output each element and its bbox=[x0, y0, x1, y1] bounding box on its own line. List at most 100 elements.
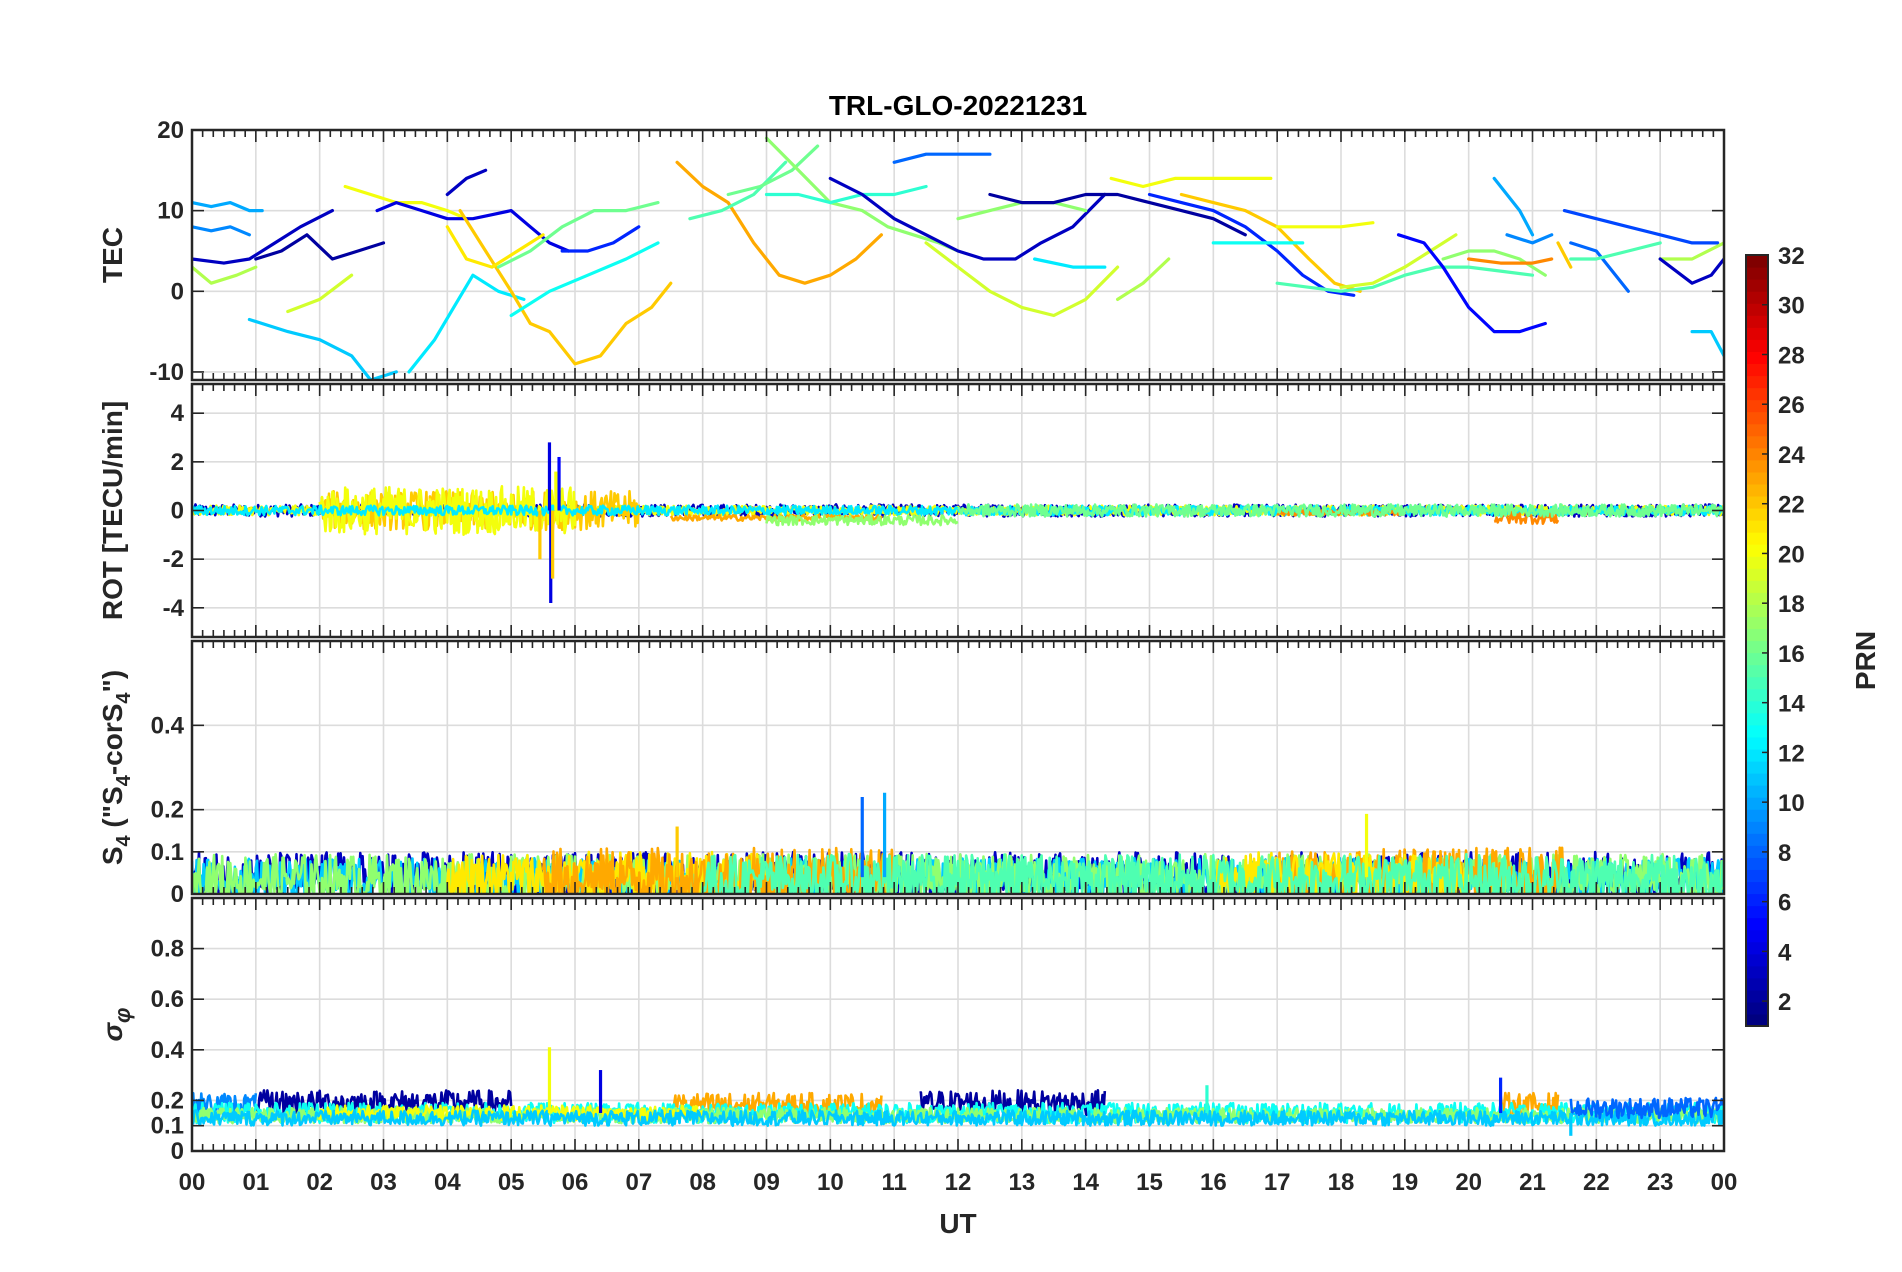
colorbar-segment bbox=[1746, 315, 1768, 328]
x-tick-label: 22 bbox=[1583, 1169, 1610, 1196]
colorbar-segment bbox=[1746, 977, 1768, 991]
series-line-prn-9 bbox=[192, 225, 251, 237]
colorbar-segment bbox=[1746, 375, 1768, 389]
colorbar-segment bbox=[1746, 604, 1768, 618]
colorbar-tick-label: 14 bbox=[1778, 691, 1805, 718]
colorbar-segment bbox=[1746, 664, 1768, 678]
series-line-prn-15 bbox=[1569, 241, 1662, 261]
colorbar-segment bbox=[1746, 773, 1768, 786]
series-line-prn-8 bbox=[1569, 241, 1630, 293]
series-line-prn-13 bbox=[509, 241, 660, 318]
x-tick-label: 09 bbox=[753, 1169, 780, 1196]
colorbar-tick-label: 10 bbox=[1778, 790, 1805, 817]
y-tick-label: -2 bbox=[163, 546, 184, 573]
colorbar-segment bbox=[1746, 809, 1768, 822]
colorbar-tick-label: 32 bbox=[1778, 243, 1805, 270]
colorbar-segment bbox=[1746, 712, 1768, 726]
colorbar-segment bbox=[1746, 411, 1768, 425]
colorbar-segment bbox=[1746, 905, 1768, 919]
colorbar-tick-label: 16 bbox=[1778, 641, 1805, 668]
series-line-prn-6 bbox=[560, 225, 641, 253]
x-tick-label: 23 bbox=[1647, 1169, 1674, 1196]
colorbar-segment bbox=[1746, 399, 1768, 413]
series-line-prn-15 bbox=[1275, 265, 1535, 293]
panel-tec-data bbox=[192, 136, 1724, 380]
x-tick-label: 02 bbox=[306, 1169, 333, 1196]
colorbar-segment bbox=[1746, 965, 1768, 979]
y-tick-label: -4 bbox=[163, 595, 185, 622]
colorbar-segment bbox=[1746, 507, 1768, 521]
x-tick-label: 06 bbox=[562, 1169, 589, 1196]
y-tick-label: 0.1 bbox=[151, 839, 184, 866]
colorbar-segment bbox=[1746, 556, 1768, 569]
series-line-prn-7 bbox=[1562, 209, 1720, 245]
colorbar-segment bbox=[1746, 568, 1768, 581]
series-line-prn-21 bbox=[445, 225, 545, 269]
colorbar-segment bbox=[1746, 833, 1768, 846]
colorbar-segment bbox=[1746, 495, 1768, 509]
colorbar-segment bbox=[1746, 520, 1768, 533]
x-axis: 00 01 02 03 04 05 06 07 08 09 10 11 12 13 14 15 16 17 18 19… bbox=[179, 1169, 1738, 1196]
colorbar-segment bbox=[1746, 255, 1768, 268]
y-tick-label: 0.4 bbox=[151, 712, 185, 739]
y-tick-label: 0.6 bbox=[151, 986, 184, 1013]
y-tick-label: 0.2 bbox=[151, 1087, 184, 1114]
noise-series-prn-8 bbox=[1569, 1096, 1724, 1120]
panel-s4: 0 0.1 0.2 0.4 S4 ("S4-corS4") bbox=[97, 639, 1726, 908]
colorbar-segment bbox=[1746, 303, 1768, 316]
series-line-prn-23 bbox=[675, 160, 884, 285]
series-line-prn-22 bbox=[1556, 241, 1573, 269]
noise-series-prn-16 bbox=[957, 503, 1724, 518]
x-tick-label: 00 bbox=[1711, 1169, 1738, 1196]
colorbar-tick-label: 8 bbox=[1778, 840, 1791, 867]
series-line-prn-20 bbox=[343, 184, 469, 221]
series-line-prn-18 bbox=[1115, 257, 1171, 301]
colorbar-segment bbox=[1746, 327, 1768, 340]
panel-sigma-data bbox=[192, 1047, 1724, 1136]
series-line-prn-15 bbox=[688, 160, 788, 221]
series-line-prn-9 bbox=[1505, 233, 1554, 245]
y-tick-label: 0 bbox=[171, 278, 184, 305]
y-axis-label-rot: ROT [TECU/min] bbox=[97, 401, 128, 620]
colorbar-segment bbox=[1746, 857, 1768, 870]
panel-frame bbox=[190, 639, 1726, 896]
noise-series-prn-23 bbox=[669, 1091, 883, 1120]
colorbar-segment bbox=[1746, 785, 1768, 798]
colorbar-segment bbox=[1746, 700, 1768, 714]
y-tick-label: 0 bbox=[171, 1138, 184, 1165]
series-line-prn-18 bbox=[192, 265, 258, 285]
colorbar-tick-label: 24 bbox=[1778, 442, 1805, 469]
x-tick-label: 05 bbox=[498, 1169, 525, 1196]
panel-sigma: 00.10.2 0.4 0.6 0.8 σφ bbox=[97, 896, 1726, 1165]
noise-series-prn-2 bbox=[254, 1089, 513, 1117]
colorbar-tick-label: 6 bbox=[1778, 890, 1791, 917]
colorbar-segment bbox=[1746, 821, 1768, 834]
x-tick-label: 01 bbox=[242, 1169, 269, 1196]
colorbar-tick-label: 30 bbox=[1778, 293, 1805, 320]
noise-series-prn-17 bbox=[765, 514, 959, 527]
series-line-prn-18 bbox=[1658, 241, 1724, 261]
colorbar-segment bbox=[1746, 339, 1768, 352]
colorbar-tick-label: 20 bbox=[1778, 541, 1805, 568]
colorbar-segment bbox=[1746, 435, 1768, 449]
colorbar-segment bbox=[1746, 616, 1768, 630]
panel-frame bbox=[190, 128, 1726, 382]
y-tick-label: 0 bbox=[171, 881, 184, 908]
colorbar-segment bbox=[1746, 736, 1768, 750]
colorbar-segment bbox=[1746, 893, 1768, 907]
y-tick-label: 2 bbox=[171, 449, 184, 476]
colorbar-segment bbox=[1746, 580, 1768, 593]
series-line-prn-12 bbox=[1032, 257, 1107, 269]
colorbar-tick-label: 12 bbox=[1778, 740, 1805, 767]
series-line-prn-3 bbox=[828, 176, 1107, 261]
x-tick-label: 10 bbox=[817, 1169, 844, 1196]
series-line-prn-11 bbox=[1690, 330, 1724, 358]
colorbar-segment bbox=[1746, 724, 1768, 738]
series-line-prn-2 bbox=[988, 192, 1247, 237]
y-tick-label: 4 bbox=[171, 400, 185, 427]
series-line-prn-3 bbox=[445, 168, 488, 197]
y-tick-label: 20 bbox=[157, 117, 184, 144]
y-tick-label: -10 bbox=[149, 359, 184, 386]
